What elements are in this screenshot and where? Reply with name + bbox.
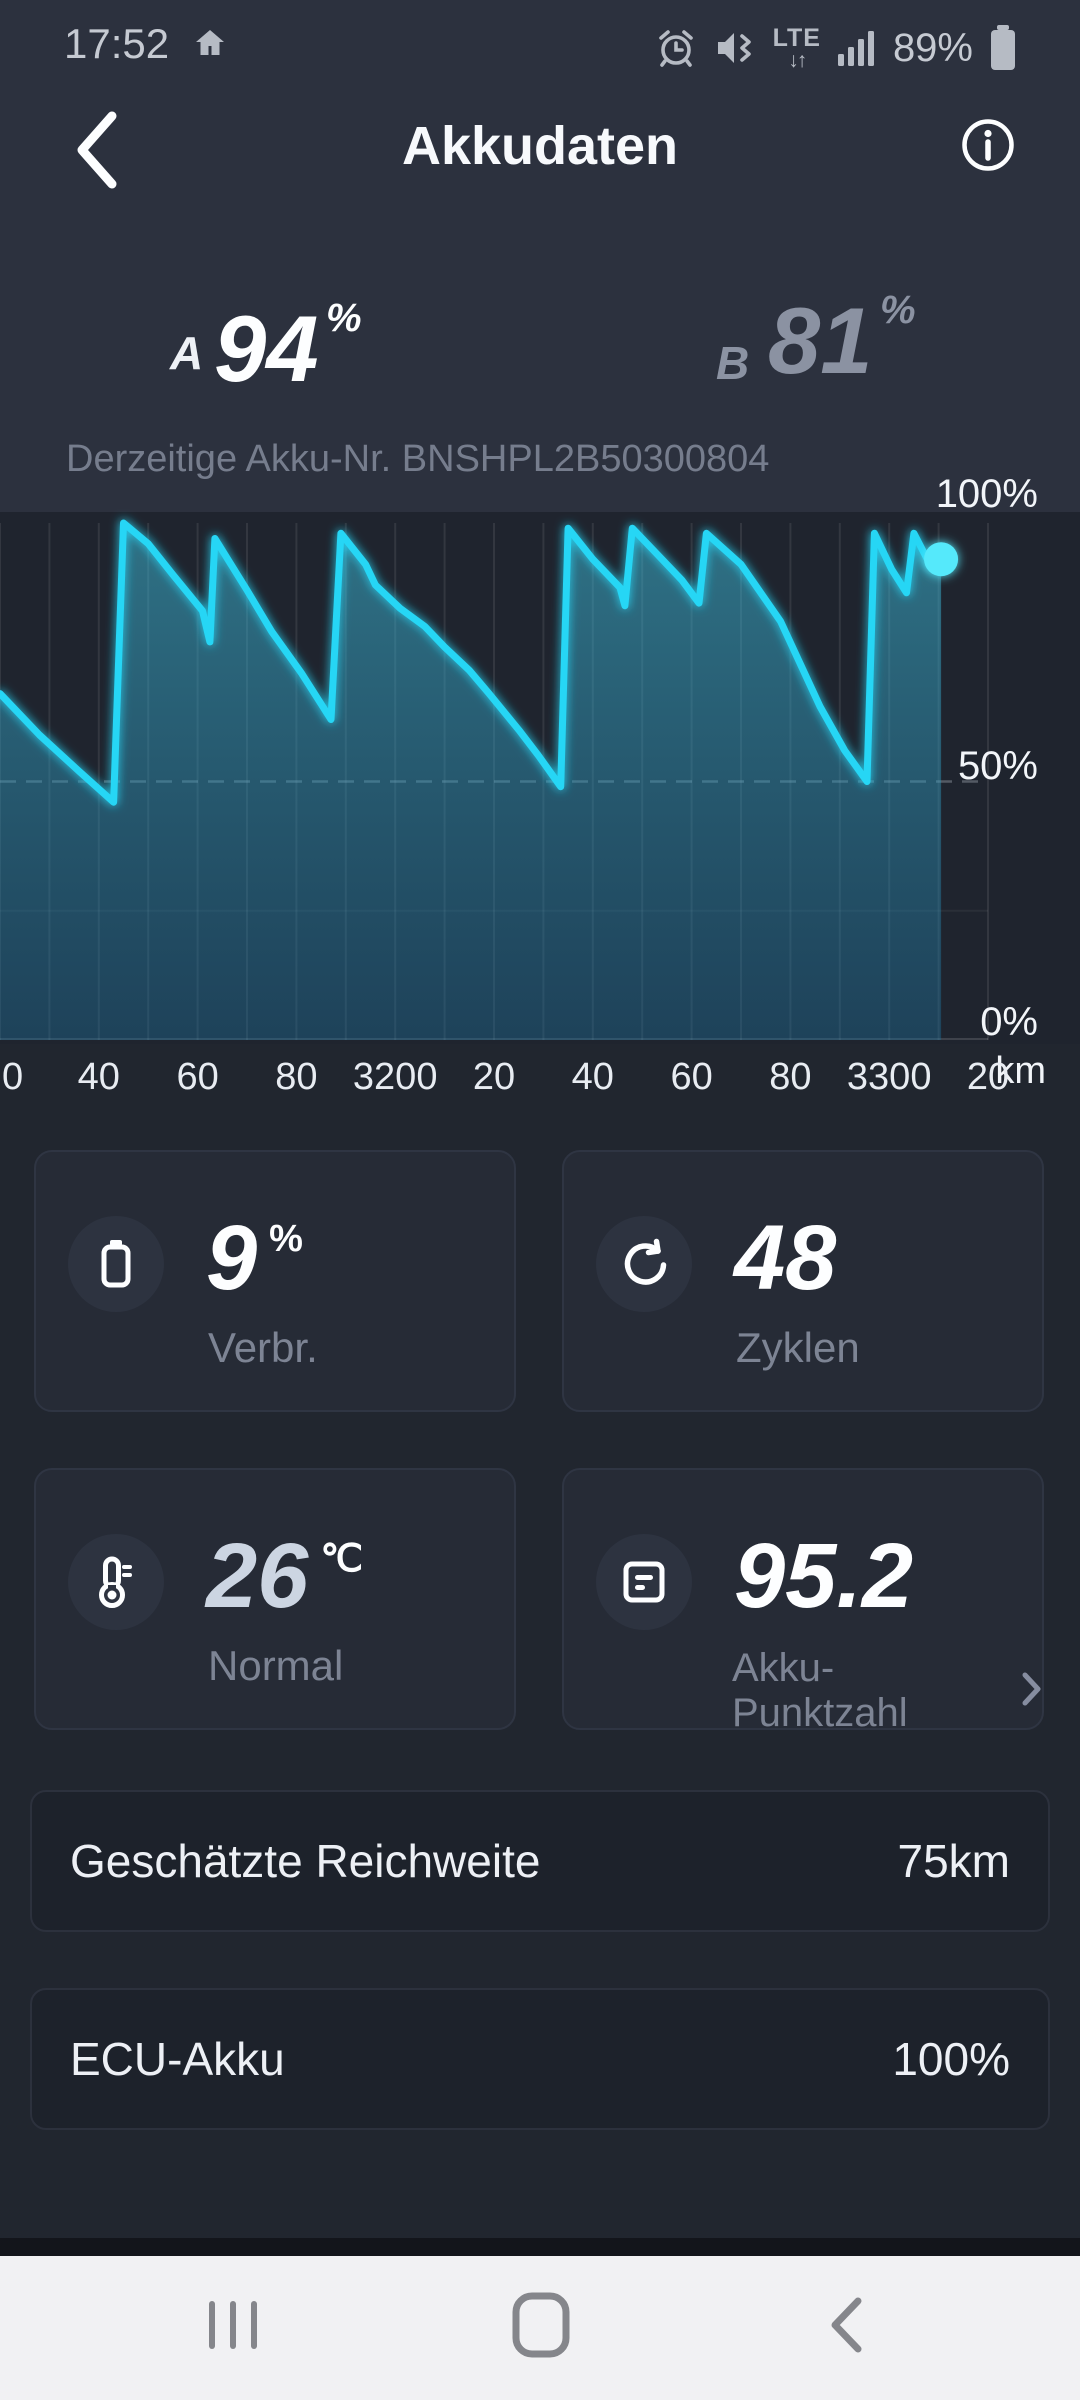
cycles-label: Zyklen (736, 1324, 860, 1371)
battery-score-value: 95.2 (734, 1525, 914, 1627)
card-cycles: 48 Zyklen (562, 1150, 1044, 1412)
battery-a-value: 94 (214, 296, 319, 401)
status-time: 17:52 (64, 20, 170, 67)
chevron-right-icon[interactable] (1022, 1672, 1042, 1711)
back-button[interactable] (66, 110, 126, 190)
nav-back-icon (826, 2297, 866, 2357)
x-tick-label: 60 (176, 1056, 219, 1098)
consumption-label: Verbr. (208, 1324, 318, 1371)
consumption-unit: % (269, 1218, 303, 1260)
temperature-value: 26 (206, 1525, 309, 1627)
estimated-range-row: Geschätzte Reichweite 75km (30, 1790, 1050, 1932)
battery-score-label: Akku-Punktzahl (732, 1646, 908, 1735)
charge-cycles-icon (596, 1216, 692, 1312)
x-tick-label: 60 (670, 1056, 713, 1098)
thermometer-icon (68, 1534, 164, 1630)
nav-back-button[interactable] (826, 2296, 866, 2357)
lte-icon: LTE ↓↑ (772, 23, 821, 72)
chart-current-point (924, 542, 959, 577)
nav-recents-button[interactable] (208, 2300, 258, 2353)
battery-serial-number: Derzeitige Akku-Nr. BNSHPL2B50300804 (66, 438, 770, 480)
alarm-icon (655, 27, 697, 69)
estimated-range-value: 75km (897, 1835, 1010, 1887)
card-consumption: 9 % Verbr. (34, 1150, 516, 1412)
battery-icon (990, 25, 1016, 71)
back-chevron-icon (70, 111, 122, 193)
x-axis-labels: 0 40 60 80 3200 20 40 60 80 3300 20 (0, 1056, 1080, 1102)
temperature-unit: ℃ (320, 1538, 364, 1580)
ecu-battery-value: 100% (892, 2033, 1010, 2085)
x-tick-label: 0 (2, 1056, 24, 1098)
top-section (0, 0, 1080, 512)
home-icon (192, 26, 228, 67)
card-battery-score[interactable]: 95.2 Akku-Punktzahl (562, 1468, 1044, 1735)
x-tick-label: 40 (77, 1056, 120, 1098)
battery-score-icon (596, 1534, 692, 1630)
x-tick-label: 20 (966, 1056, 1010, 1098)
status-icons: LTE ↓↑ 89% (655, 22, 1016, 74)
info-icon (960, 118, 1016, 176)
ecu-battery-row: ECU-Akku 100% (30, 1988, 1050, 2130)
navbar-shadow (0, 2238, 1080, 2256)
battery-consumption-icon (68, 1216, 164, 1312)
nav-home-icon (512, 2292, 570, 2361)
consumption-value: 9 (206, 1207, 258, 1309)
battery-a-label: A (170, 327, 204, 379)
y-tick-0: 0% (980, 1000, 1038, 1044)
x-tick-label: 80 (275, 1056, 318, 1098)
y-tick-100: 100% (935, 472, 1038, 516)
cycles-value: 48 (734, 1207, 837, 1309)
x-tick-label: 80 (769, 1056, 812, 1098)
temperature-label: Normal (208, 1642, 344, 1689)
estimated-range-label: Geschätzte Reichweite (70, 1835, 541, 1887)
nav-home-button[interactable] (512, 2292, 570, 2361)
recents-icon (208, 2301, 258, 2353)
battery-b-label: B (716, 337, 750, 389)
x-tick-label: 40 (571, 1056, 614, 1098)
battery-history-chart[interactable] (0, 512, 1080, 1044)
x-tick-label: 3300 (846, 1056, 932, 1098)
y-tick-50: 50% (957, 744, 1038, 788)
info-button[interactable] (958, 116, 1018, 176)
x-tick-label: 3200 (352, 1056, 438, 1098)
ecu-battery-label: ECU-Akku (70, 2033, 285, 2085)
signal-strength-icon (837, 28, 876, 68)
card-temperature: 26 ℃ Normal (34, 1468, 516, 1730)
chart-series (0, 519, 959, 1040)
battery-a-unit: % (326, 296, 362, 340)
battery-b-unit: % (880, 288, 916, 332)
status-battery-percent: 89% (892, 25, 973, 70)
x-tick-label: 20 (472, 1056, 516, 1098)
x-axis-unit-label: km (995, 1050, 1046, 1092)
vibrate-mute-icon (714, 28, 756, 68)
battery-b-value: 81 (768, 288, 873, 393)
page-title: Akkudaten (401, 116, 679, 176)
battery-chart-svg (0, 519, 989, 1040)
navigation-bar (0, 2256, 1080, 2400)
